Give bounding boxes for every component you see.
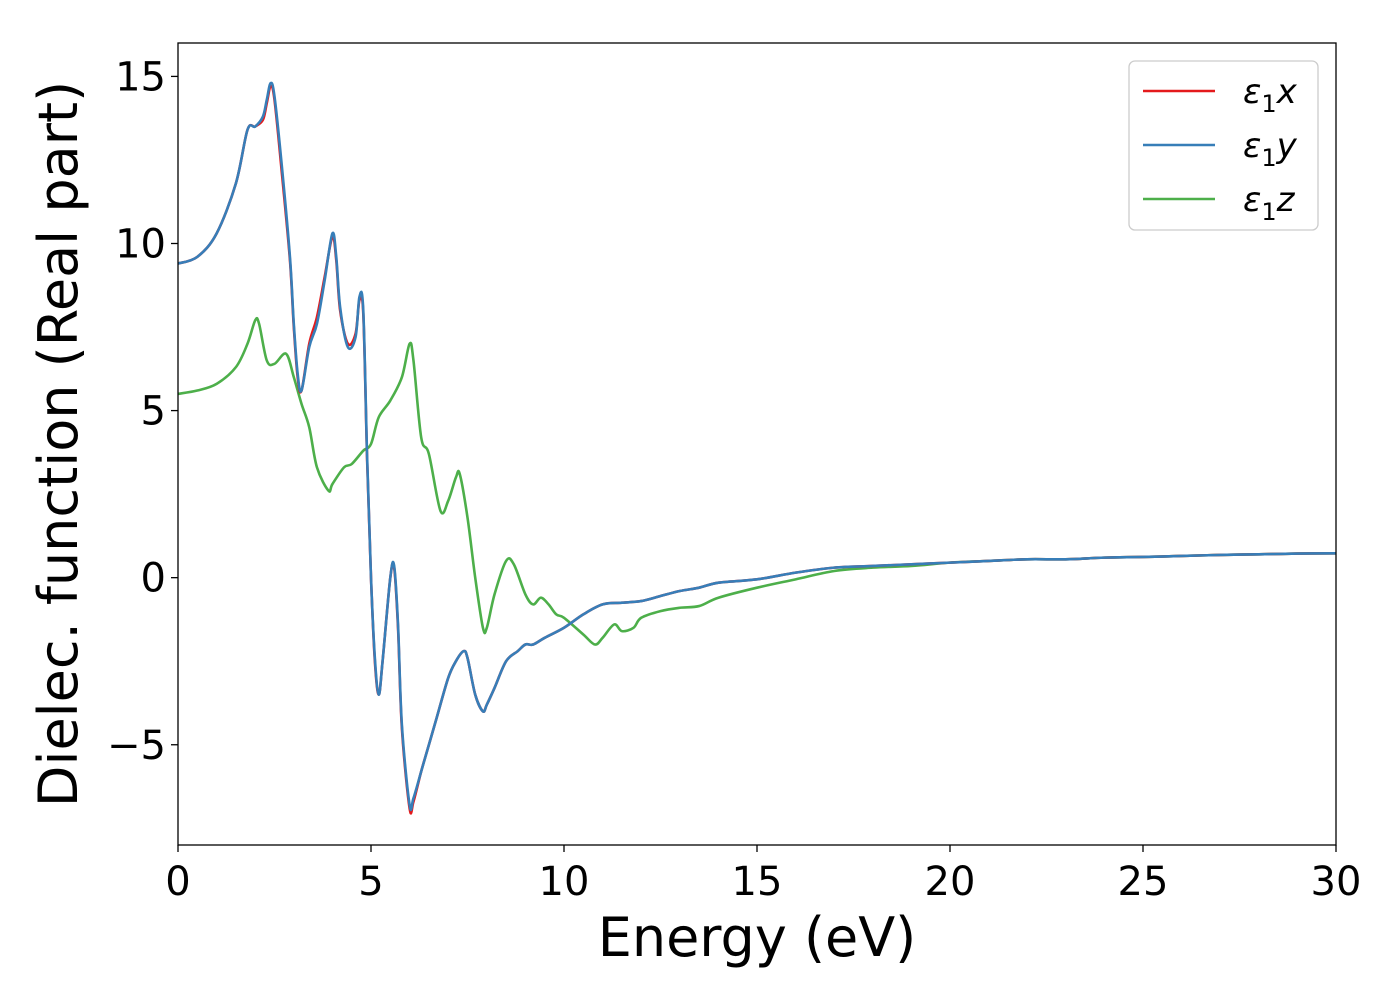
y-tick-label: 10 xyxy=(115,222,166,268)
legend: ε1x ε1y ε1z xyxy=(1128,60,1319,231)
x-axis-label: Energy (eV) xyxy=(598,906,917,969)
y-tick-label: 15 xyxy=(115,54,166,100)
x-tick-label: 0 xyxy=(165,859,190,905)
series-line-y xyxy=(178,81,1336,812)
x-tick-label: 25 xyxy=(1118,859,1169,905)
x-axis-ticks: 0 5 10 15 20 25 30 xyxy=(165,845,1361,905)
x-tick-label: 10 xyxy=(539,859,590,905)
x-tick-label: 30 xyxy=(1311,859,1362,905)
series-lines xyxy=(178,81,1336,815)
legend-entry-x: ε1x xyxy=(1243,72,1298,118)
legend-entry-y: ε1y xyxy=(1243,126,1298,172)
y-axis-label: Dielec. function (Real part) xyxy=(27,81,90,807)
x-tick-label: 20 xyxy=(925,859,976,905)
y-tick-label: −5 xyxy=(107,723,166,769)
legend-box xyxy=(1128,60,1319,231)
y-tick-label: 5 xyxy=(141,389,166,435)
x-tick-label: 15 xyxy=(732,859,783,905)
legend-entry-z: ε1z xyxy=(1243,180,1296,226)
series-line-z xyxy=(178,316,1336,646)
y-axis-ticks: −5 0 5 10 15 xyxy=(107,54,178,769)
y-tick-label: 0 xyxy=(141,556,166,602)
x-tick-label: 5 xyxy=(358,859,383,905)
